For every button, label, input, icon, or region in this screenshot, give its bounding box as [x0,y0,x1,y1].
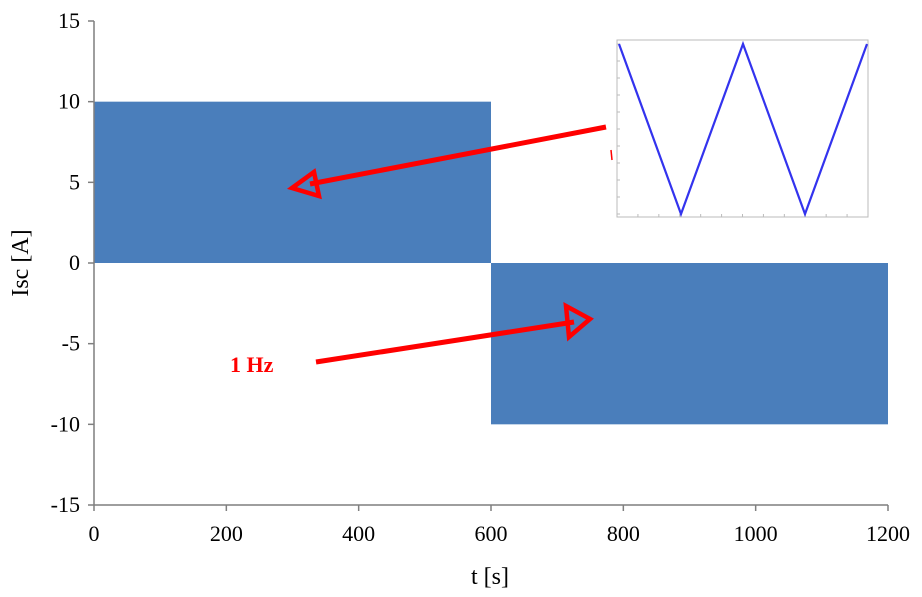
x-tick-label: 1000 [734,521,778,546]
arrow-inset-to-upper [309,124,607,187]
arrowhead-upper [286,168,322,200]
y-tick-label: 5 [69,169,80,194]
x-tick-label: 0 [89,521,100,546]
x-tick-label: 400 [342,521,375,546]
annotation-1hz: 1 Hz [230,352,274,377]
signal-band [491,263,888,425]
y-axis-label: Isc [A] [8,229,34,296]
annotation-arrows [286,124,613,365]
small-red-mark [610,149,613,161]
y-tick-label: 15 [58,8,80,33]
x-tick-label: 800 [607,521,640,546]
ticks [88,20,889,511]
y-tick-label: -10 [51,411,80,436]
x-tick-label: 600 [475,521,508,546]
arrowhead-lower [563,302,594,342]
y-tick-label: -5 [62,331,80,356]
signal-band [94,101,491,264]
inset-waveform-line [617,40,869,218]
x-tick-label: 200 [210,521,243,546]
tick-labels: -15 -10 -5 0 5 10 15 0 200 400 600 800 1000 1200 [51,8,910,546]
y-tick-label: -15 [51,492,80,517]
x-tick-label: 1200 [866,521,910,546]
arrow-label-to-lower [315,319,575,365]
inset-plot [616,39,869,218]
y-tick-label: 10 [58,89,80,114]
inset-frame [616,39,869,218]
signal-bands [94,101,888,425]
x-axis-label: t [s] [471,564,509,590]
y-tick-label: 0 [69,250,80,275]
